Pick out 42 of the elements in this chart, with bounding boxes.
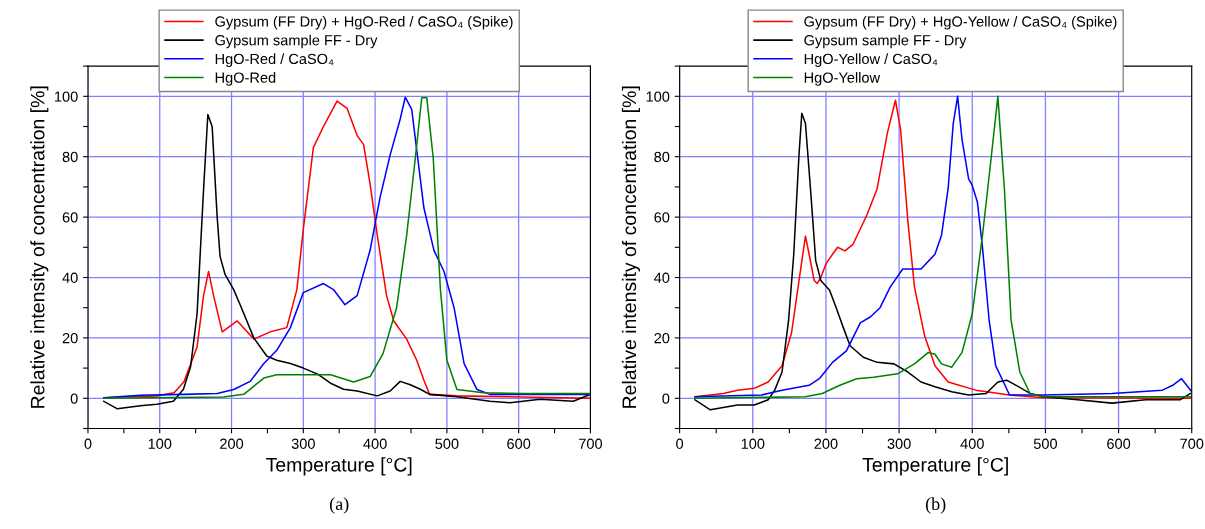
legend-label: Gypsum sample FF - Dry (804, 34, 967, 49)
y-axis-title: Relative intensity of concentration [%] (30, 86, 49, 408)
legend-label: HgO-Red (215, 72, 276, 86)
text: (a) (329, 497, 349, 514)
x-tick-label: 0 (84, 438, 92, 449)
y-tick-label: 60 (62, 212, 78, 223)
x-tick-label: 300 (887, 438, 911, 449)
legend-label: HgO-Yellow (804, 72, 881, 86)
text: (b) (925, 497, 946, 514)
y-tick-label: 40 (654, 272, 670, 283)
x-tick-label: 100 (148, 438, 172, 449)
x-axis-title: Temperature [°C] (862, 457, 1008, 476)
legend-label: HgO-Yellow / CaSO₄ (804, 53, 938, 67)
y-tick-label: 0 (70, 393, 78, 404)
x-tick-label: 0 (676, 438, 684, 449)
x-tick-label: 400 (960, 438, 984, 449)
legend-label: HgO-Red / CaSO₄ (215, 53, 334, 67)
x-tick-label: 600 (1107, 438, 1131, 449)
legend-label: Gypsum sample FF - Dry (215, 34, 378, 49)
y-tick-label: 80 (654, 151, 670, 163)
x-tick-label: 700 (579, 438, 603, 449)
x-tick-label: 600 (507, 438, 531, 449)
y-tick-label: 20 (654, 333, 670, 344)
x-tick-label: 300 (291, 438, 315, 449)
y-tick-label: 20 (62, 333, 78, 344)
x-axis-title: Temperature [°C] (266, 457, 412, 476)
x-tick-label: 400 (363, 438, 387, 449)
y-tick-label: 0 (662, 393, 670, 404)
y-tick-label: 80 (62, 151, 78, 163)
y-axis-title: Relative intensity of concentration [%] (621, 86, 641, 408)
x-tick-label: 100 (741, 438, 765, 449)
y-tick-label: 100 (646, 91, 670, 102)
x-tick-label: 500 (1033, 438, 1058, 449)
x-tick-label: 200 (814, 438, 838, 449)
x-tick-label: 200 (220, 438, 244, 449)
y-tick-label: 100 (55, 91, 78, 102)
x-tick-label: 700 (1180, 438, 1204, 449)
x-tick-label: 500 (435, 438, 459, 449)
legend-label: Gypsum (FF Dry) + HgO-Yellow / CaSO₄ (Spike) (804, 15, 1117, 30)
legend-label: Gypsum (FF Dry) + HgO-Red / CaSO₄ (Spike) (215, 15, 513, 30)
y-tick-label: 40 (62, 272, 78, 283)
y-tick-label: 60 (654, 212, 670, 223)
